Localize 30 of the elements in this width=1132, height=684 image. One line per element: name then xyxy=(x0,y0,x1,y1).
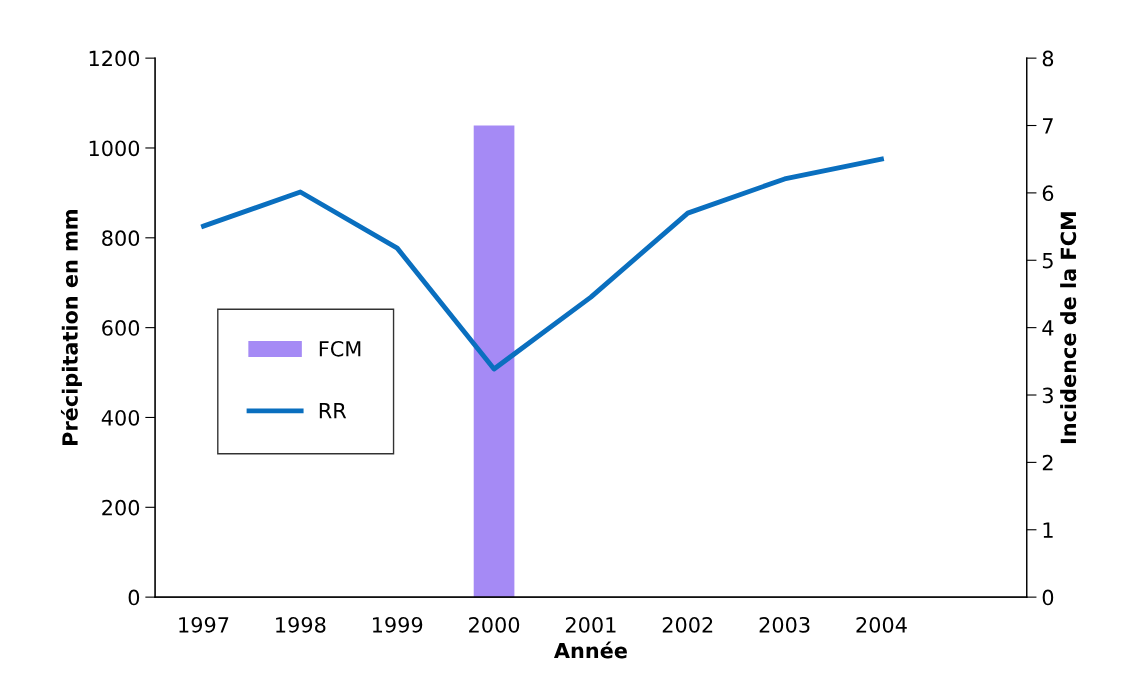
y-tick-label: 1200 xyxy=(89,50,140,67)
y2-tick-label: 4 xyxy=(1042,320,1054,336)
y2-axis-title: Incidence de la FCM xyxy=(1060,212,1077,444)
x-tick-label: 2001 xyxy=(565,616,616,633)
y2-tick-label: 2 xyxy=(1042,454,1053,471)
x-tick-label: 1998 xyxy=(276,616,326,633)
legend-label: RR xyxy=(319,403,347,419)
y2-tick-label: 1 xyxy=(1043,522,1053,538)
x-tick-label: 2002 xyxy=(662,616,713,633)
x-tick-label: 2000 xyxy=(469,616,520,633)
y2-tick-label: 6 xyxy=(1042,185,1054,202)
y-tick-label: 600 xyxy=(102,320,140,336)
x-tick-label: 2004 xyxy=(856,616,907,633)
y-tick-label: 400 xyxy=(101,409,140,426)
x-tick-label: 2003 xyxy=(759,616,810,633)
x-tick-label: 1999 xyxy=(372,616,423,633)
legend-label: FCM xyxy=(319,340,361,357)
y-axis-title: Précipitation en mm xyxy=(60,210,82,445)
y2-tick-label: 7 xyxy=(1043,118,1053,134)
line-series xyxy=(201,156,884,372)
x-axis-title: Année xyxy=(553,641,627,659)
y-tick-label: 0 xyxy=(128,589,140,606)
y2-tick-label: 5 xyxy=(1042,252,1053,269)
y2-tick-label: 0 xyxy=(1042,589,1054,606)
y-tick-label: 1000 xyxy=(89,140,140,157)
y-tick-label: 800 xyxy=(102,230,140,247)
x-tick-label: 1997 xyxy=(179,616,229,633)
y2-tick-label: 3 xyxy=(1042,387,1053,404)
y-tick-label: 200 xyxy=(102,499,140,516)
y2-tick-label: 8 xyxy=(1042,50,1054,67)
